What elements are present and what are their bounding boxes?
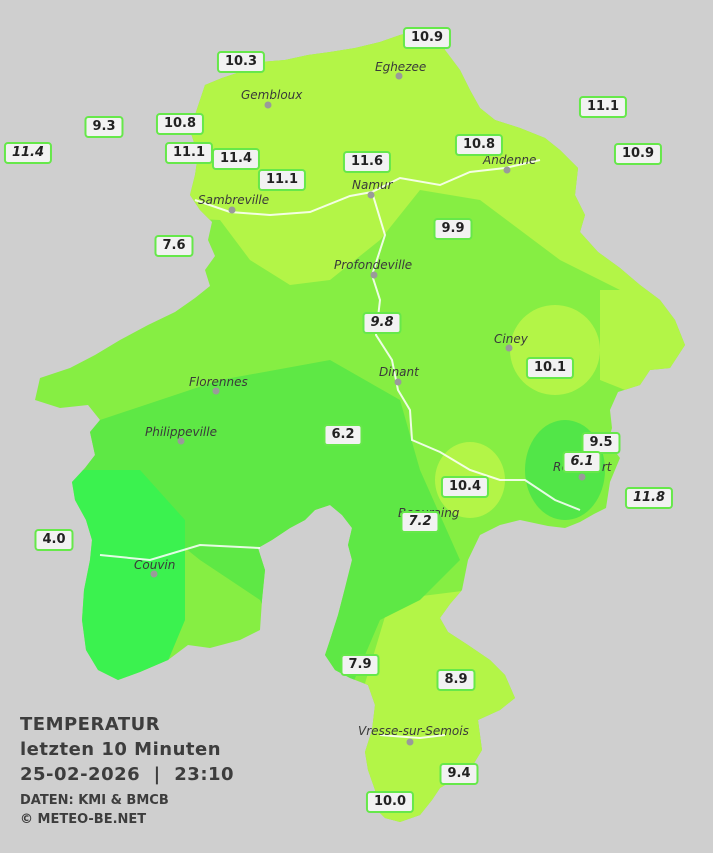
station-value: 9.3 bbox=[84, 116, 124, 138]
city-dot bbox=[505, 344, 513, 352]
station-value: 10.0 bbox=[365, 791, 415, 813]
city-dot bbox=[503, 166, 511, 174]
station-value: 10.4 bbox=[440, 476, 490, 498]
station-value: 6.1 bbox=[562, 451, 602, 473]
city-ciney: Ciney bbox=[494, 332, 528, 346]
station-value: 11.1 bbox=[578, 96, 628, 118]
city-dot bbox=[395, 72, 403, 80]
station-value: 7.9 bbox=[340, 654, 380, 676]
legend-copyright: © METEO-BE.NET bbox=[20, 812, 147, 827]
city-dot bbox=[228, 206, 236, 214]
station-value: 10.9 bbox=[613, 143, 663, 165]
city-dot bbox=[264, 101, 272, 109]
station-value: 9.8 bbox=[362, 312, 402, 334]
station-value: 9.9 bbox=[433, 218, 473, 240]
city-namur: Namur bbox=[352, 178, 393, 192]
station-value: 11.8 bbox=[624, 487, 674, 509]
city-dot bbox=[394, 378, 402, 386]
legend-source: DATEN: KMI & BMCB bbox=[20, 793, 169, 808]
station-value: 11.1 bbox=[257, 169, 307, 191]
city-eghezee: Eghezee bbox=[375, 60, 427, 74]
station-value: 10.8 bbox=[155, 113, 205, 135]
city-dot bbox=[212, 387, 220, 395]
city-dinant: Dinant bbox=[379, 365, 419, 379]
map-legend: TEMPERATUR letzten 10 Minuten 25-02-2026… bbox=[20, 712, 234, 829]
city-gembloux: Gembloux bbox=[241, 88, 303, 102]
city-sambreville: Sambreville bbox=[198, 193, 270, 207]
station-value: 4.0 bbox=[34, 529, 74, 551]
city-dot bbox=[406, 738, 414, 746]
station-value: 11.1 bbox=[164, 142, 214, 164]
city-vresse-sur-semois: Vresse-sur-Semois bbox=[358, 724, 469, 738]
station-value: 7.2 bbox=[400, 511, 440, 533]
city-andenne: Andenne bbox=[483, 153, 537, 167]
city-florennes: Florennes bbox=[189, 375, 248, 389]
station-value: 9.4 bbox=[439, 763, 479, 785]
city-dot bbox=[367, 191, 375, 199]
city-dot bbox=[150, 570, 158, 578]
station-value: 10.9 bbox=[402, 27, 452, 49]
legend-subtitle: letzten 10 Minuten bbox=[20, 739, 222, 760]
station-value: 10.8 bbox=[454, 134, 504, 156]
station-value: 7.6 bbox=[154, 235, 194, 257]
legend-datetime: 25-02-2026 | 23:10 bbox=[20, 764, 235, 785]
station-value: 6.2 bbox=[323, 424, 363, 446]
station-value: 10.3 bbox=[216, 51, 266, 73]
station-value: 11.4 bbox=[3, 142, 53, 164]
city-dot bbox=[578, 473, 586, 481]
station-value: 8.9 bbox=[436, 669, 476, 691]
station-value: 11.6 bbox=[342, 151, 392, 173]
city-philippeville: Philippeville bbox=[145, 425, 217, 439]
city-dot bbox=[370, 271, 378, 279]
station-value: 11.4 bbox=[211, 148, 261, 170]
legend-title: TEMPERATUR bbox=[20, 714, 161, 735]
city-dot bbox=[177, 437, 185, 445]
city-profondeville: Profondeville bbox=[334, 258, 413, 272]
station-value: 10.1 bbox=[525, 357, 575, 379]
city-couvin: Couvin bbox=[134, 558, 176, 572]
